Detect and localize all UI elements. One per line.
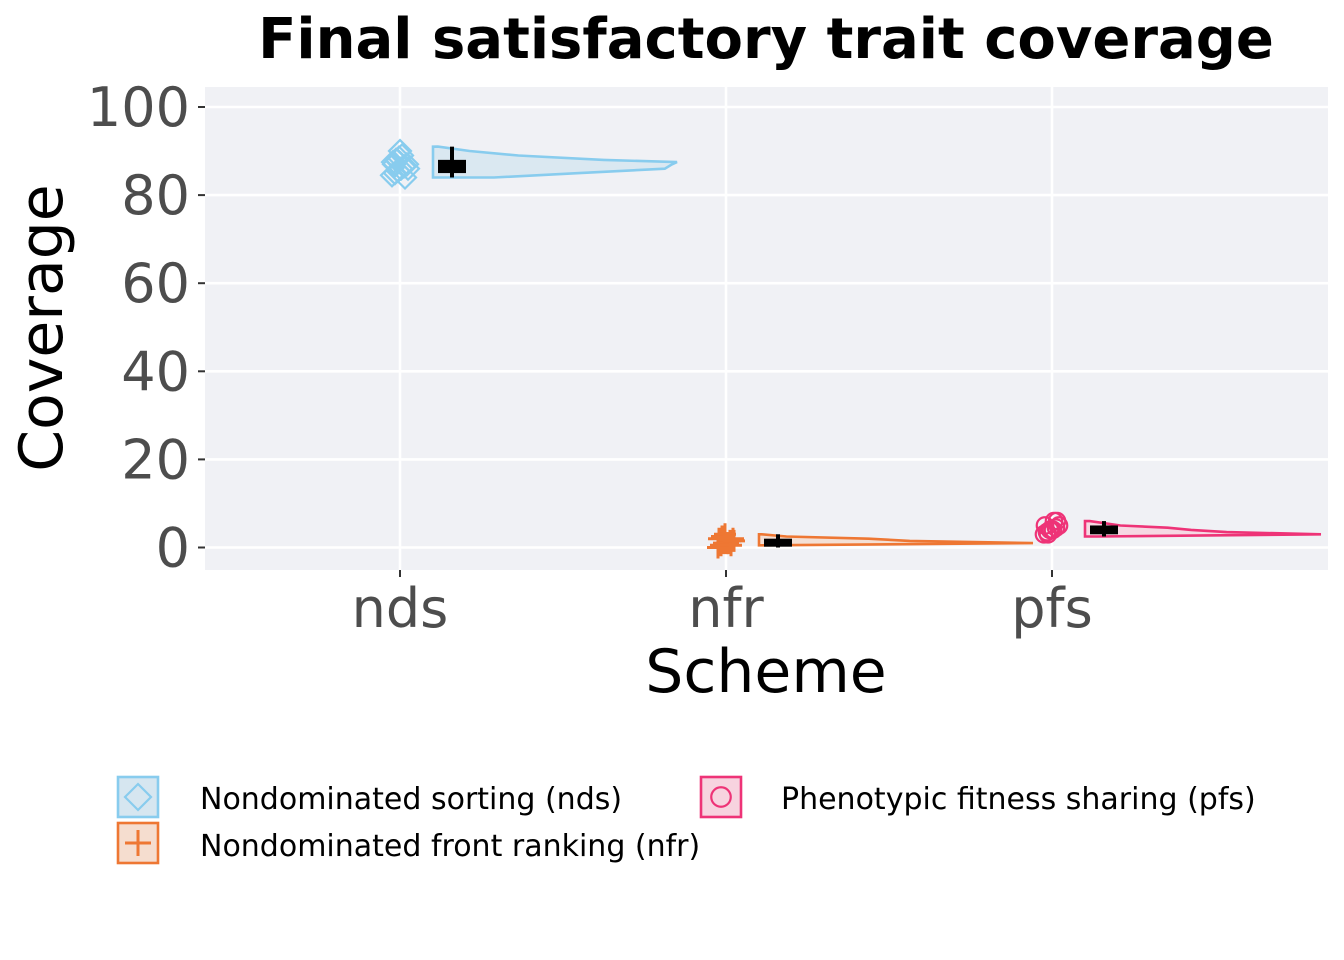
box-nds [438, 159, 466, 174]
violin-pfs [1083, 519, 1322, 538]
chart-marks [379, 138, 1322, 559]
data-point [723, 529, 745, 552]
data-point [395, 156, 421, 182]
y-tick-label: 100 [87, 76, 190, 139]
plot-panel [205, 87, 1328, 570]
legend-label-pfs: Phenotypic fitness sharing (pfs) [781, 782, 1256, 817]
violin-nfr [757, 532, 1034, 547]
legend-marker-nfr [125, 830, 151, 856]
box-nfr [764, 538, 792, 547]
series-pfs [1034, 511, 1322, 544]
legend-label-nds: Nondominated sorting (nds) [200, 782, 622, 817]
y-tick-label: 0 [156, 517, 190, 580]
x-tick-label: pfs [1011, 577, 1092, 640]
x-tick-label: nds [352, 577, 449, 640]
violin-nds [431, 145, 678, 179]
data-point [1035, 516, 1055, 535]
legend-item-nfr: Nondominated front ranking (nfr) [116, 821, 700, 865]
y-tick-label: 80 [121, 164, 190, 227]
x-tick-label: nfr [688, 577, 764, 640]
x-axis-title: Scheme [645, 637, 886, 707]
grid-lines [205, 87, 1328, 570]
series-nfr [707, 523, 1034, 559]
legend-key-pfs [699, 775, 743, 819]
chart-title: Final satisfactory trait coverage [258, 7, 1274, 72]
x-axis: nds nfr pfs [352, 570, 1093, 640]
legend-marker-nds [123, 782, 153, 812]
legend: Nondominated sorting (nds) Nondominated f… [116, 775, 1256, 865]
legend-marker-pfs [710, 786, 732, 808]
y-axis-title: Coverage [7, 184, 77, 471]
y-axis: 0 20 40 60 80 100 [87, 76, 205, 580]
legend-item-pfs: Phenotypic fitness sharing (pfs) [699, 775, 1256, 819]
y-tick-label: 60 [121, 252, 190, 315]
series-nds [379, 138, 678, 191]
box-pfs [1090, 525, 1118, 535]
data-point [1047, 511, 1067, 531]
y-tick-label: 40 [121, 340, 190, 403]
legend-label-nfr: Nondominated front ranking (nfr) [200, 829, 700, 864]
legend-item-nds: Nondominated sorting (nds) [116, 775, 622, 819]
data-point [720, 534, 742, 557]
y-tick-label: 20 [121, 428, 190, 491]
data-point [387, 138, 413, 164]
